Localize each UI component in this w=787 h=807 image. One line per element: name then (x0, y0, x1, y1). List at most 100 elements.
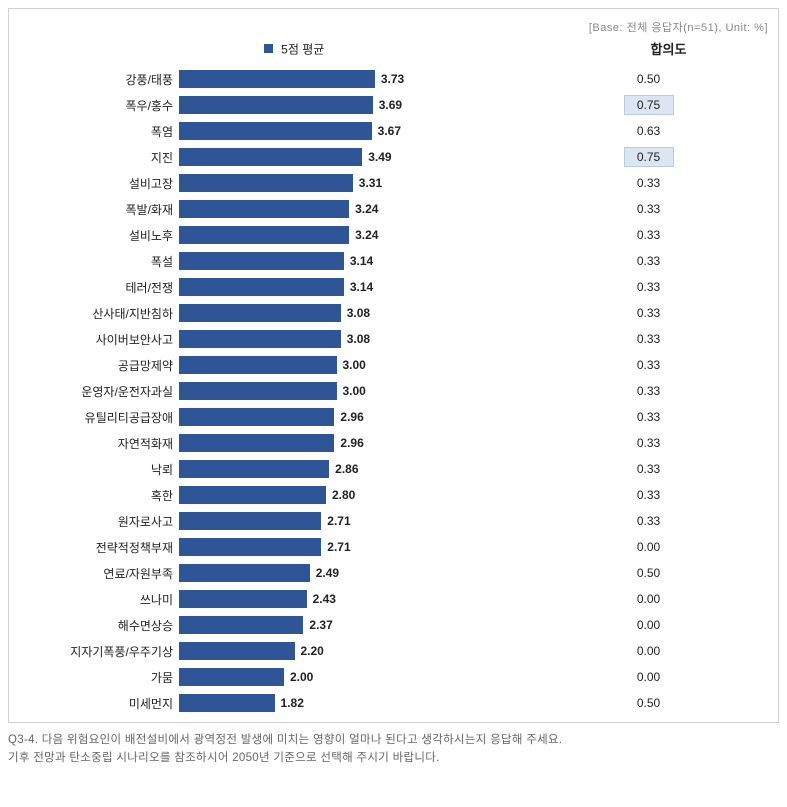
bar (179, 148, 362, 166)
category-label: 설비고장 (19, 175, 179, 192)
consensus-cell: 0.33 (529, 382, 768, 400)
consensus-value: 0.33 (624, 330, 674, 348)
category-label: 유틸리티공급장애 (19, 409, 179, 426)
bar-area: 3.00 (179, 382, 529, 400)
bar (179, 512, 321, 530)
bar-value: 3.00 (343, 384, 366, 398)
bar-value: 3.14 (350, 254, 373, 268)
category-label: 미세먼지 (19, 695, 179, 712)
bar-area: 3.49 (179, 148, 529, 166)
consensus-value: 0.33 (624, 486, 674, 504)
category-label: 운영자/운전자과실 (19, 383, 179, 400)
consensus-cell: 0.33 (529, 434, 768, 452)
bar-value: 2.49 (316, 566, 339, 580)
chart-row: 지진3.49 0.75 (19, 144, 768, 170)
chart-row: 유틸리티공급장애 2.96 0.33 (19, 404, 768, 430)
consensus-cell: 0.75 (529, 147, 768, 167)
chart-row: 전략적정책부재2.710.00 (19, 534, 768, 560)
bar (179, 486, 326, 504)
consensus-cell: 0.33 (529, 408, 768, 426)
chart-row: 폭설 3.14 0.33 (19, 248, 768, 274)
consensus-value: 0.63 (624, 122, 674, 140)
consensus-value: 0.00 (624, 616, 674, 634)
bar-area: 1.82 (179, 694, 529, 712)
bar-value: 2.37 (309, 618, 332, 632)
chart-row: 혹한 2.80 0.33 (19, 482, 768, 508)
category-label: 폭발/화재 (19, 201, 179, 218)
consensus-cell: 0.50 (529, 70, 768, 88)
bar (179, 70, 375, 88)
bar-area: 2.86 (179, 460, 529, 478)
bar (179, 434, 334, 452)
bar-value: 2.71 (327, 540, 350, 554)
chart-container: [Base: 전체 응답자(n=51), Unit: %] 5점 평균 합의도 … (8, 8, 779, 723)
bar-value: 3.31 (359, 176, 382, 190)
consensus-cell: 0.50 (529, 694, 768, 712)
bar-value: 2.43 (313, 592, 336, 606)
bar (179, 642, 295, 660)
bar-area: 3.14 (179, 252, 529, 270)
category-label: 지진 (19, 149, 179, 166)
bar (179, 564, 310, 582)
bar-area: 3.69 (179, 96, 529, 114)
consensus-cell: 0.33 (529, 252, 768, 270)
legend-area: 5점 평균 (19, 40, 569, 58)
bar-value: 2.00 (290, 670, 313, 684)
category-label: 폭설 (19, 253, 179, 270)
consensus-value: 0.33 (624, 278, 674, 296)
bar-value: 3.14 (350, 280, 373, 294)
bar (179, 96, 373, 114)
bar-value: 2.96 (340, 410, 363, 424)
consensus-value: 0.00 (624, 668, 674, 686)
bar (179, 278, 344, 296)
bar-area: 3.00 (179, 356, 529, 374)
bar-value: 3.69 (379, 98, 402, 112)
consensus-value: 0.75 (624, 95, 674, 115)
consensus-value: 0.33 (624, 512, 674, 530)
bar-area: 2.71 (179, 512, 529, 530)
bar-value: 2.80 (332, 488, 355, 502)
bar-value: 2.20 (301, 644, 324, 658)
bar-area: 2.00 (179, 668, 529, 686)
bar-value: 3.73 (381, 72, 404, 86)
category-label: 혹한 (19, 487, 179, 504)
chart-rows: 강풍/태풍3.730.50폭우/홍수3.690.75폭염3.670.63지진3.… (19, 66, 768, 716)
bar-value: 3.08 (347, 332, 370, 346)
consensus-cell: 0.33 (529, 226, 768, 244)
bar (179, 694, 275, 712)
chart-row: 사이버보안사고3.080.33 (19, 326, 768, 352)
bar-area: 2.20 (179, 642, 529, 660)
category-label: 폭우/홍수 (19, 97, 179, 114)
chart-row: 운영자/운전자과실 3.00 0.33 (19, 378, 768, 404)
chart-row: 폭우/홍수 3.69 0.75 (19, 92, 768, 118)
chart-row: 자연적화재2.960.33 (19, 430, 768, 456)
consensus-cell: 0.75 (529, 95, 768, 115)
consensus-cell: 0.33 (529, 330, 768, 348)
question-line2: 기후 전망과 탄소중립 시나리오를 참조하시어 2050년 기준으로 선택해 주… (8, 749, 779, 767)
consensus-value: 0.75 (624, 147, 674, 167)
bar (179, 304, 341, 322)
category-label: 지자기폭풍/우주기상 (19, 643, 179, 660)
chart-row: 폭발/화재3.240.33 (19, 196, 768, 222)
chart-row: 미세먼지1.820.50 (19, 690, 768, 716)
chart-header: 5점 평균 합의도 (19, 39, 768, 58)
bar-value: 3.08 (347, 306, 370, 320)
category-label: 연료/자원부족 (19, 565, 179, 582)
bar (179, 668, 284, 686)
consensus-cell: 0.00 (529, 590, 768, 608)
consensus-value: 0.50 (624, 564, 674, 582)
legend-label: 5점 평균 (281, 42, 324, 56)
consensus-cell: 0.00 (529, 616, 768, 634)
consensus-value: 0.33 (624, 408, 674, 426)
bar (179, 174, 353, 192)
category-label: 쓰나미 (19, 591, 179, 608)
bar (179, 330, 341, 348)
bar-area: 3.73 (179, 70, 529, 88)
chart-row: 낙뢰2.860.33 (19, 456, 768, 482)
consensus-value: 0.00 (624, 642, 674, 660)
consensus-cell: 0.50 (529, 564, 768, 582)
bar-area: 3.24 (179, 226, 529, 244)
consensus-value: 0.33 (624, 252, 674, 270)
category-label: 강풍/태풍 (19, 71, 179, 88)
consensus-value: 0.33 (624, 460, 674, 478)
